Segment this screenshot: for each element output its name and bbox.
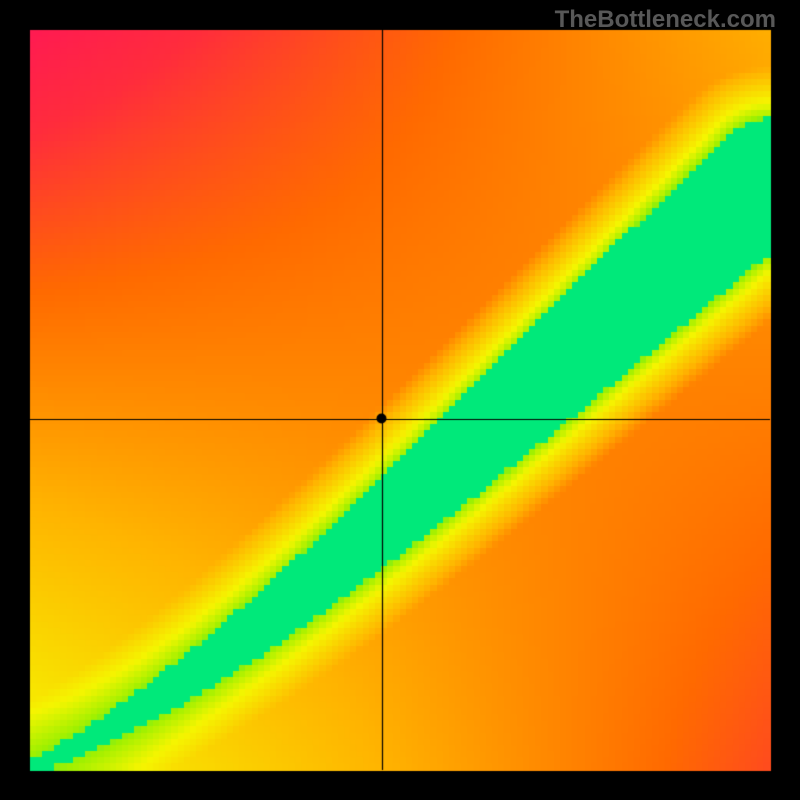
- watermark-text: TheBottleneck.com: [555, 6, 776, 34]
- bottleneck-heatmap-canvas: [0, 0, 800, 800]
- chart-container: TheBottleneck.com: [0, 0, 800, 800]
